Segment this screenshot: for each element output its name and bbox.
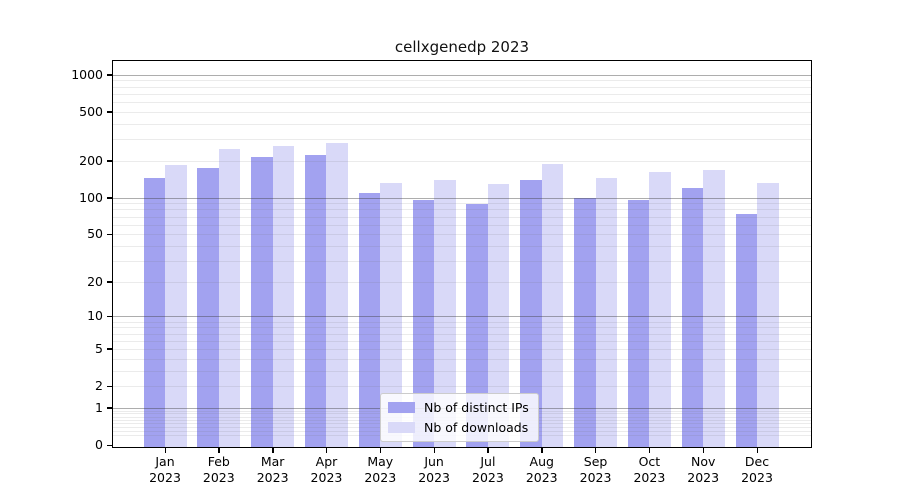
bar-downloads-feb [218,148,241,447]
bar-distinct-ips-may [358,193,381,447]
plot-area [112,60,812,448]
y-tick-mark [107,111,112,113]
x-tick-label: Oct 2023 [633,454,666,485]
legend-swatch-distinct-ips [388,402,415,413]
bar-distinct-ips-sep [574,197,596,447]
legend-entry-distinct-ips: Nb of distinct IPs [388,399,529,416]
legend-swatch-downloads [388,422,415,433]
x-tick-label: Nov 2023 [687,454,720,485]
x-tick-mark [756,448,758,453]
legend-entry-downloads: Nb of downloads [388,419,529,436]
x-tick-mark [487,448,489,453]
x-tick-mark [541,448,543,453]
bar-downloads-oct [649,172,671,447]
y-tick-label: 500 [79,103,103,119]
y-tick-label: 10 [87,308,103,324]
chart-title: cellxgenedp 2023 [394,38,530,56]
x-tick-mark [164,448,166,453]
y-tick-mark [107,281,112,283]
bar-distinct-ips-feb [197,168,219,447]
y-tick-label: 0 [95,437,103,452]
y-tick-mark [107,233,112,236]
bar-downloads-aug [541,163,564,447]
legend: Nb of distinct IPs Nb of downloads [380,393,539,442]
bar-downloads-sep [595,178,618,447]
x-tick-mark [218,448,220,453]
y-tick-mark [107,444,112,446]
x-tick-mark [433,448,435,453]
x-tick-label: Jun 2023 [418,454,450,485]
y-tick-label: 200 [79,152,103,168]
x-tick-mark [379,448,382,453]
x-tick-label: Dec 2023 [741,454,773,485]
x-tick-label: Mar 2023 [256,454,289,485]
x-tick-mark [272,448,274,453]
bar-distinct-ips-jan [143,177,165,447]
bar-downloads-jun [434,180,456,447]
bar-distinct-ips-nov [681,187,704,447]
bar-downloads-mar [272,145,295,447]
y-tick-label: 50 [87,226,103,242]
bar-distinct-ips-jul [466,204,488,447]
y-tick-label: 100 [79,189,103,205]
bar-distinct-ips-oct [627,199,650,447]
x-tick-label: Apr 2023 [310,454,343,485]
legend-label-distinct-ips: Nb of distinct IPs [424,400,529,415]
bar-downloads-dec [757,182,779,447]
bar-distinct-ips-aug [520,179,542,447]
y-tick-mark [107,348,112,350]
y-tick-mark [107,315,112,318]
bar-distinct-ips-mar [251,156,273,447]
y-tick-mark [107,385,112,387]
legend-label-downloads: Nb of downloads [424,420,529,435]
y-tick-mark [107,197,112,199]
x-tick-label: Feb 2023 [202,454,235,485]
y-tick-label: 2 [95,378,103,394]
bar-downloads-may [380,183,402,447]
y-tick-mark [107,160,112,162]
y-tick-label: 20 [87,273,103,289]
bar-downloads-jan [165,164,187,447]
y-tick-label: 1 [95,399,103,415]
y-tick-label: 1000 [71,66,103,82]
y-tick-mark [107,407,112,409]
bar-downloads-nov [703,170,725,447]
bar-downloads-apr [326,142,348,447]
bar-downloads-jul [487,183,510,447]
y-tick-label: 5 [95,340,103,356]
x-tick-label: Sep 2023 [579,454,612,485]
bars-layer [113,61,811,447]
x-tick-label: Aug 2023 [525,454,558,485]
x-tick-mark [702,448,705,453]
bar-distinct-ips-jun [412,200,435,447]
y-tick-mark [107,74,112,76]
x-tick-mark [325,448,328,453]
x-tick-mark [595,448,597,453]
bar-distinct-ips-dec [735,214,758,447]
x-tick-label: Jan 2023 [149,454,181,485]
x-tick-mark [648,448,651,453]
x-tick-label: Jul 2023 [472,454,504,485]
x-tick-label: May 2023 [364,454,397,485]
bar-distinct-ips-apr [304,154,327,447]
